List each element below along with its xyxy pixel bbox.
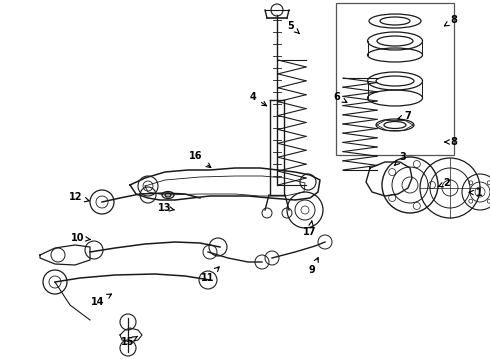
Text: 2: 2 — [438, 178, 450, 188]
Text: 3: 3 — [394, 152, 406, 165]
Text: 8: 8 — [445, 137, 458, 147]
Text: 4: 4 — [249, 92, 267, 106]
Text: 15: 15 — [121, 336, 138, 347]
Text: 10: 10 — [71, 233, 91, 243]
Text: 12: 12 — [69, 192, 89, 202]
Text: 16: 16 — [189, 151, 211, 167]
Text: 17: 17 — [303, 221, 317, 237]
Text: 11: 11 — [201, 267, 219, 283]
Text: 6: 6 — [334, 92, 347, 102]
Text: 8: 8 — [444, 15, 458, 26]
Text: 7: 7 — [398, 111, 412, 121]
Text: 5: 5 — [288, 21, 299, 33]
Text: 9: 9 — [309, 258, 318, 275]
Text: 14: 14 — [91, 294, 112, 307]
Bar — [336, 3, 454, 155]
Text: 1: 1 — [469, 188, 482, 198]
Text: 13: 13 — [158, 203, 174, 213]
